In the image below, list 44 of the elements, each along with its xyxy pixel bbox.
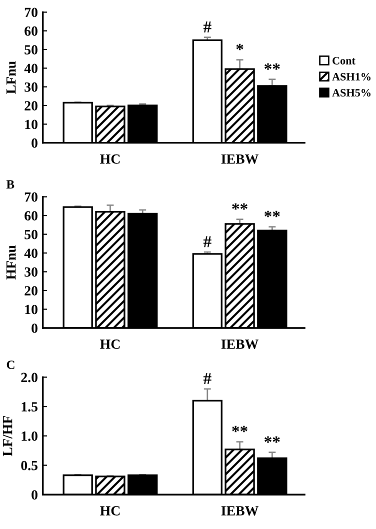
annotation: ** bbox=[264, 436, 280, 443]
y-tick-label: 70 bbox=[24, 8, 38, 18]
y-axis-title: LF/HF bbox=[2, 416, 12, 456]
y-tick-label: 70 bbox=[24, 192, 38, 202]
y-tick-label: 0 bbox=[32, 324, 38, 333]
y-tick-label: 0.5 bbox=[21, 460, 38, 470]
annotation: ** bbox=[232, 203, 248, 210]
y-tick-label: 20 bbox=[24, 101, 38, 110]
y-tick-label: 60 bbox=[24, 26, 38, 36]
y-axis-title: LFnu bbox=[6, 61, 16, 94]
y-tick-label: 0 bbox=[32, 490, 38, 500]
x-tick-label: HC bbox=[100, 506, 120, 516]
y-tick-label: 60 bbox=[24, 211, 38, 220]
y-tick-label: 30 bbox=[24, 267, 38, 277]
y-tick-label: 40 bbox=[24, 248, 38, 258]
y-tick-label: 10 bbox=[25, 304, 38, 314]
chart-title: C bbox=[6, 360, 14, 369]
legend-label: Cont bbox=[332, 56, 356, 64]
y-tick-label: 20 bbox=[24, 286, 38, 296]
y-tick-label: 0 bbox=[32, 138, 38, 148]
y-tick-label: 50 bbox=[24, 230, 38, 240]
legend-label: ASH1% bbox=[332, 72, 370, 81]
x-tick-label: IEBW bbox=[221, 506, 258, 516]
y-axis-title: HFnu bbox=[6, 245, 16, 280]
y-tick-label: 30 bbox=[24, 82, 38, 92]
y-tick-label: 1.5 bbox=[22, 402, 38, 412]
annotation: ** bbox=[264, 210, 280, 218]
annotation: ** bbox=[264, 63, 280, 70]
x-tick-label: IEBW bbox=[221, 340, 258, 349]
annotation: * bbox=[236, 44, 244, 50]
annotation: # bbox=[203, 373, 212, 384]
y-tick-label: 1.0 bbox=[22, 431, 38, 441]
chart-title: B bbox=[6, 180, 14, 188]
x-tick-label: HC bbox=[100, 340, 120, 349]
y-tick-label: 50 bbox=[24, 45, 38, 54]
x-tick-label: HC bbox=[100, 154, 120, 164]
annotation: # bbox=[203, 22, 212, 32]
legend-label: ASH5% bbox=[332, 89, 370, 97]
x-tick-label: IEBW bbox=[221, 154, 258, 164]
y-tick-label: 10 bbox=[25, 120, 38, 130]
y-tick-label: 40 bbox=[24, 64, 38, 74]
y-tick-label: 2.0 bbox=[21, 372, 38, 382]
annotation: # bbox=[203, 236, 212, 248]
annotation: ** bbox=[232, 426, 248, 432]
